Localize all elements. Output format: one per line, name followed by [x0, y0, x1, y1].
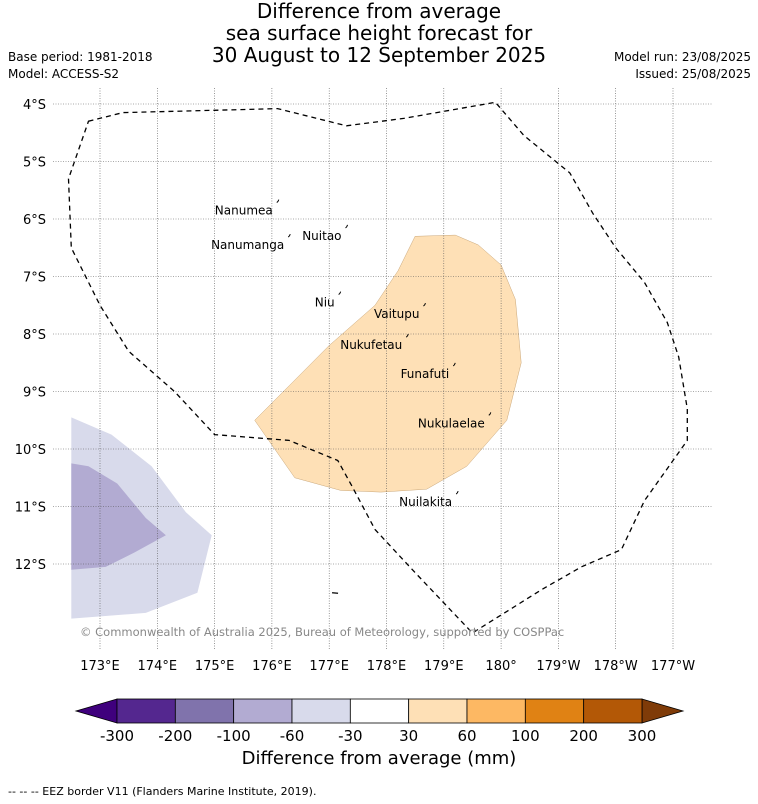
lon-label: 175°E	[195, 659, 235, 674]
lat-label: 7°S	[23, 271, 46, 286]
island-shape	[332, 592, 339, 594]
island-label: Nuitao	[302, 229, 341, 243]
colorbar-tick-label: 60	[457, 727, 476, 745]
island-shape	[338, 291, 342, 296]
colorbar-tick-label: -100	[217, 727, 251, 745]
island-label: Nukufetau	[340, 338, 402, 352]
island-shape	[287, 233, 291, 238]
colorbar-tick-label: -60	[280, 727, 305, 745]
map-title: Difference from average sea surface heig…	[0, 0, 758, 66]
latitude-labels: 4°S 5°S 6°S 7°S 8°S 9°S 10°S 11°S 12°S	[15, 98, 46, 573]
island-label: Nukulaelae	[418, 416, 485, 430]
lat-label: 5°S	[23, 156, 46, 171]
lon-label: 178°E	[367, 659, 407, 674]
colorbar-tick-label: 30	[399, 727, 418, 745]
anomaly-contours	[71, 234, 522, 619]
map-figure: Nanumea Nuitao Nanumanga Niu Vaitupu Nukufeta…	[15, 88, 713, 745]
lat-label: 11°S	[15, 501, 46, 516]
island-shape	[276, 199, 280, 204]
lon-label: 178°W	[594, 659, 638, 674]
island-label: Niu	[315, 296, 335, 310]
lon-label: 176°E	[252, 659, 292, 674]
lat-label: 6°S	[23, 213, 46, 228]
island-label: Funafuti	[401, 367, 450, 381]
colorbar-tick-label: 300	[628, 727, 657, 745]
title-line-2: sea surface height forecast for	[225, 21, 533, 45]
lat-label: 10°S	[15, 443, 46, 458]
colorbar-tick-label: -300	[100, 727, 134, 745]
colorbar-swatch	[408, 698, 468, 724]
lon-label: 179°W	[536, 659, 580, 674]
colorbar-tick-label: -30	[338, 727, 363, 745]
lon-label: 179°E	[424, 659, 464, 674]
colorbar-swatch	[524, 698, 585, 724]
island-shape	[345, 224, 349, 229]
colorbar-tick-label: 200	[569, 727, 598, 745]
colorbar-swatch	[233, 698, 293, 724]
lat-label: 4°S	[23, 98, 46, 113]
island-shape	[405, 334, 409, 338]
negative-anomaly-60-100mm	[71, 463, 166, 570]
copyright-notice: © Commonwealth of Australia 2025, Bureau…	[80, 625, 564, 639]
colorbar-over-arrow	[641, 698, 685, 724]
eez-source-note: -- -- -- EEZ border V11 (Flanders Marine…	[8, 785, 317, 798]
positive-anomaly-30-60mm	[254, 234, 522, 493]
meta-right: Model run: 23/08/2025 Issued: 25/08/2025	[614, 49, 751, 83]
colorbar-swatch	[174, 698, 235, 724]
lat-label: 12°S	[15, 558, 46, 573]
lon-label: 177°E	[309, 659, 349, 674]
island-label: Vaitupu	[374, 307, 420, 321]
island-shape	[423, 302, 426, 307]
colorbar-swatch	[291, 698, 351, 724]
island-label: Nanumanga	[211, 238, 284, 252]
island-shape	[455, 490, 459, 495]
lon-label: 180°	[485, 659, 516, 674]
lon-label: 173°E	[80, 659, 120, 674]
colorbar-swatch	[583, 698, 643, 724]
issued-date: Issued: 25/08/2025	[635, 67, 751, 81]
island-shape	[488, 412, 492, 416]
title-line-3: 30 August to 12 September 2025	[211, 43, 547, 67]
lon-label: 174°E	[138, 659, 178, 674]
island-shape	[452, 362, 456, 367]
colorbar-tick-label: -200	[158, 727, 192, 745]
colorbar-title: Difference from average (mm)	[241, 748, 517, 769]
meta-left: Base period: 1981-2018 Model: ACCESS-S2	[8, 49, 153, 83]
lat-label: 9°S	[23, 386, 46, 401]
colorbar-swatch	[349, 698, 410, 724]
model-run: Model run: 23/08/2025	[613, 50, 751, 64]
colorbar: -300 -200 -100 -60 -30 30 60 100 200 300	[74, 698, 685, 745]
island-label: Nuilakita	[399, 495, 452, 509]
title-line-1: Difference from average	[256, 0, 502, 23]
colorbar-swatch	[116, 698, 176, 724]
lon-label: 177°W	[651, 659, 695, 674]
island-label: Nanumea	[215, 204, 273, 218]
lat-label: 8°S	[23, 328, 46, 343]
colorbar-tick-label: 100	[511, 727, 540, 745]
colorbar-under-arrow	[74, 698, 118, 724]
longitude-labels: 173°E 174°E 175°E 176°E 177°E 178°E 179°E 180° 1…	[80, 659, 695, 674]
island-labels: Nanumea Nuitao Nanumanga Niu Vaitupu Nukufeta…	[211, 199, 492, 594]
model-name: Model: ACCESS-S2	[8, 67, 120, 81]
base-period: Base period: 1981-2018	[8, 50, 153, 64]
colorbar-swatch	[466, 698, 526, 724]
map-grid	[53, 88, 713, 650]
